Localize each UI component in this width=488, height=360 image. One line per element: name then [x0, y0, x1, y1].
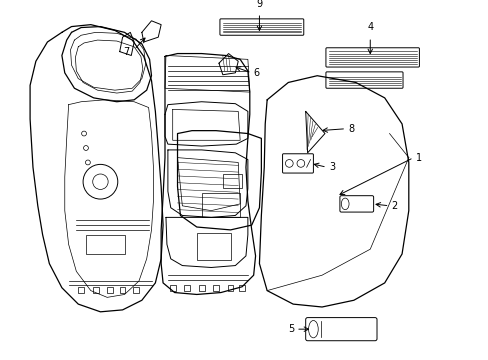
Text: 5: 5 [287, 324, 293, 334]
Text: 1: 1 [415, 153, 421, 163]
Bar [201, 193, 240, 217]
Bar [198, 285, 204, 291]
Bar [93, 287, 98, 293]
Text: 4: 4 [366, 22, 372, 32]
Bar [227, 285, 233, 291]
Bar [184, 285, 190, 291]
Bar [196, 233, 230, 260]
Bar [86, 235, 124, 254]
Bar [120, 287, 125, 293]
Bar [239, 285, 244, 291]
Bar [169, 285, 175, 291]
Bar [223, 174, 242, 189]
Bar [213, 285, 219, 291]
Text: 7: 7 [123, 47, 129, 57]
Text: 9: 9 [256, 0, 262, 9]
Bar [133, 287, 139, 293]
Text: 3: 3 [329, 162, 335, 172]
Text: 8: 8 [347, 124, 353, 134]
Bar [78, 287, 84, 293]
Bar [107, 287, 113, 293]
Text: 6: 6 [253, 68, 259, 78]
Text: 2: 2 [391, 201, 397, 211]
